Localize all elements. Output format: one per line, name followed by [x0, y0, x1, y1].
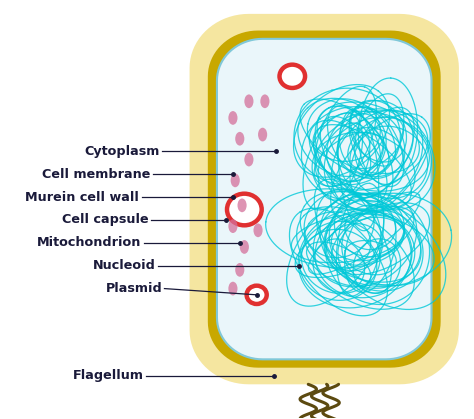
Text: Mitochondrion: Mitochondrion: [37, 236, 142, 249]
Text: Cell membrane: Cell membrane: [42, 168, 151, 181]
Ellipse shape: [260, 94, 269, 108]
Ellipse shape: [235, 263, 244, 277]
Circle shape: [280, 65, 305, 88]
Ellipse shape: [244, 153, 254, 166]
Circle shape: [227, 194, 262, 225]
Ellipse shape: [228, 111, 237, 125]
Ellipse shape: [237, 199, 246, 212]
Text: Flagellum: Flagellum: [73, 370, 144, 383]
Ellipse shape: [228, 219, 237, 233]
Text: Plasmid: Plasmid: [105, 282, 162, 295]
Ellipse shape: [258, 128, 267, 142]
Ellipse shape: [231, 173, 240, 187]
Text: Murein cell wall: Murein cell wall: [26, 191, 139, 204]
Ellipse shape: [228, 282, 237, 295]
Ellipse shape: [240, 240, 249, 254]
Ellipse shape: [244, 94, 254, 108]
Polygon shape: [190, 14, 459, 384]
Ellipse shape: [235, 132, 244, 146]
Circle shape: [246, 286, 267, 304]
Polygon shape: [217, 39, 431, 360]
Text: Cytoplasm: Cytoplasm: [84, 145, 160, 158]
Text: Cell capsule: Cell capsule: [62, 213, 148, 226]
Ellipse shape: [254, 223, 263, 237]
Text: Nucleoid: Nucleoid: [92, 259, 155, 272]
Polygon shape: [208, 31, 441, 367]
